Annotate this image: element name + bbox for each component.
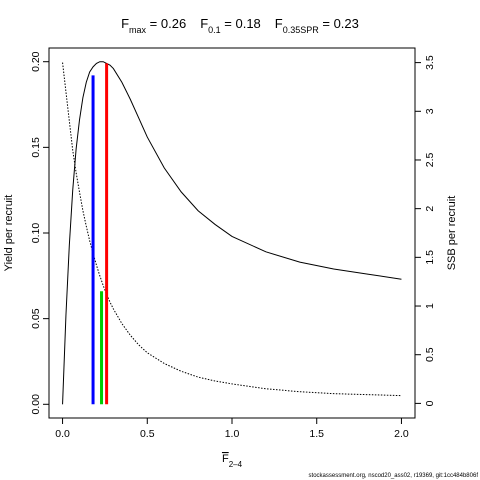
series-group [62,61,402,405]
reference-lines [91,63,109,405]
title-symbol: F [121,16,129,31]
y-right-tick-label: 1.5 [424,250,436,265]
y-left-tick-label: 0.20 [30,51,42,72]
x-axis-label-sub: 2–4 [229,460,243,469]
x-tick-label: 0.0 [55,428,70,440]
y-left-tick-label: 0.00 [30,394,42,415]
y-left-tick-label: 0.05 [30,308,42,329]
y-right-tick-label: 3 [424,108,436,114]
y-right-axis-label: SSB per recruit [446,196,458,271]
y-left-axis: 0.00 0.05 0.10 0.15 0.20 [30,51,49,415]
y-right-tick-label: 3.5 [424,55,436,70]
footer-text: stockassessment.org, nscod20_ass02, r193… [309,473,479,479]
title-value: = 0.26 [146,16,186,31]
y-left-tick-label: 0.10 [30,223,42,244]
chart-title: Fmax = 0.26 F0.1 = 0.18 F0.35SPR = 0.23 [121,16,359,35]
title-value: = 0.23 [319,16,359,31]
y-right-tick-label: 2 [424,206,436,212]
title-symbol: F [200,16,208,31]
x-tick-label: 1.0 [225,428,240,440]
y-right-tick-label: 1 [424,303,436,309]
y-left-axis-label: Yield per recruit [3,195,15,272]
x-tick-label: 0.5 [140,428,155,440]
y-right-tick-label: 0.5 [424,347,436,362]
x-axis-label-main: F [222,453,229,465]
x-tick-label: 2.0 [394,428,409,440]
title-subscript: 0.1 [208,25,221,35]
y-left-tick-label: 0.15 [30,137,42,158]
x-axis: 0.0 0.5 1.0 1.5 2.0 [55,418,409,440]
y-right-tick-label: 2.5 [424,153,436,168]
x-tick-label: 1.5 [309,428,324,440]
yield-per-recruit-line [62,61,402,405]
plot-frame [48,47,416,419]
y-right-tick-label: 0 [424,400,436,406]
ssb-per-recruit-line [62,62,402,397]
title-subscript: 0.35SPR [283,25,320,35]
y-right-axis: 0 0.5 1 1.5 2 2.5 3 3.5 [415,55,436,406]
title-symbol: F [275,16,283,31]
x-axis-label: F2–4 [222,453,243,469]
title-subscript: max [129,25,147,35]
title-value: = 0.18 [221,16,261,31]
